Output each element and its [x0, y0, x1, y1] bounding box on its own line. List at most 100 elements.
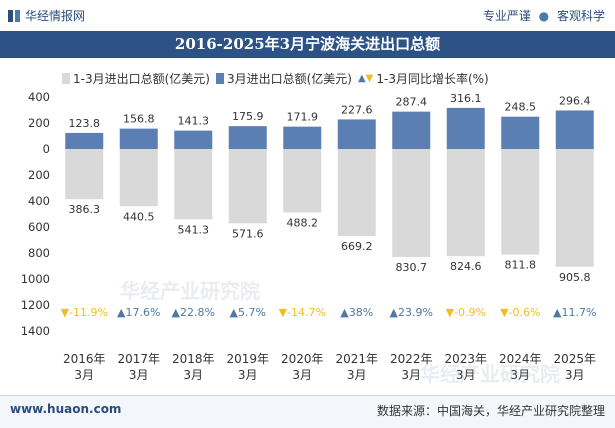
x-tick-label: 3月	[129, 368, 149, 382]
data-label-cumulative: 541.3	[178, 223, 210, 236]
x-tick-label: 2023年	[444, 352, 487, 366]
y-tick-label: 0	[43, 142, 50, 156]
tagline: 专业严谨 ● 客观科学	[483, 7, 605, 24]
bar-monthly	[228, 126, 267, 149]
chart-legend: 1-3月进出口总额(亿美元) 3月进出口总额(亿美元) ▲ ▼ 1-3月同比增长…	[62, 70, 495, 87]
bar-monthly	[119, 128, 158, 149]
growth-label: ▲17.6%	[117, 306, 160, 319]
footer-site: www.huaon.com	[10, 402, 122, 416]
data-label-monthly: 316.1	[450, 92, 482, 105]
footer: www.huaon.com 数据来源：中国海关，华经产业研究院整理	[0, 395, 615, 428]
bar-monthly	[555, 110, 594, 149]
y-tick-label: 1200	[21, 298, 50, 312]
legend-label-growth: 1-3月同比增长率(%)	[376, 72, 489, 86]
x-tick-label: 2024年	[499, 352, 542, 366]
bar-cumulative	[555, 149, 594, 267]
data-label-cumulative: 386.3	[69, 203, 101, 216]
growth-label: ▼-11.9%	[61, 306, 108, 319]
x-tick-label: 3月	[292, 368, 312, 382]
x-tick-label: 2021年	[335, 352, 378, 366]
brand-name: 华经情报网	[25, 9, 86, 23]
chart-plot-area: 400 200 0 200 400 600 800 1000 1200 1400 386.3 123.…	[21, 90, 597, 382]
x-tick-label: 2017年	[117, 352, 160, 366]
y-tick-label: 1400	[21, 324, 50, 338]
data-label-cumulative: 440.5	[123, 210, 155, 223]
y-tick-label: 400	[28, 194, 50, 208]
brand: 华经情报网	[8, 7, 85, 24]
legend-item-cumulative: 1-3月进出口总额(亿美元)	[62, 70, 210, 87]
data-label-monthly: 175.9	[232, 110, 264, 123]
x-tick-label: 2025年	[553, 352, 596, 366]
data-label-cumulative: 905.8	[559, 271, 591, 284]
bar-monthly	[501, 116, 540, 149]
chart-title: 2016-2025年3月宁波海关进出口总额	[0, 31, 615, 58]
x-tick-label: 3月	[510, 368, 530, 382]
y-tick-label: 600	[28, 220, 50, 234]
bar-cumulative	[174, 149, 213, 220]
bar-monthly	[174, 130, 213, 149]
data-label-monthly: 123.8	[69, 117, 101, 130]
growth-label: ▼-0.9%	[446, 306, 486, 319]
data-label-monthly: 227.6	[341, 103, 373, 116]
x-tick-label: 3月	[347, 368, 367, 382]
bar-monthly	[283, 126, 322, 149]
legend-item-monthly: 3月进出口总额(亿美元)	[215, 70, 352, 87]
bar-cumulative	[501, 149, 540, 255]
data-label-cumulative: 488.2	[287, 216, 319, 229]
x-tick-label: 2022年	[390, 352, 433, 366]
legend-swatch-monthly	[215, 73, 224, 84]
y-tick-label: 1000	[21, 272, 50, 286]
tagline-left: 专业严谨	[482, 9, 531, 23]
legend-label-monthly: 3月进出口总额(亿美元)	[226, 72, 352, 86]
data-label-cumulative: 669.2	[341, 240, 373, 253]
growth-label: ▼-0.6%	[500, 306, 540, 319]
growth-label: ▲22.8%	[172, 306, 215, 319]
growth-label: ▲5.7%	[230, 306, 266, 319]
x-tick-label: 3月	[565, 368, 585, 382]
bar-monthly	[392, 111, 431, 149]
x-tick-label: 3月	[456, 368, 476, 382]
top-bar: 华经情报网 专业严谨 ● 客观科学	[0, 0, 615, 30]
bar-monthly	[337, 119, 376, 149]
data-label-cumulative: 824.6	[450, 260, 482, 273]
bar-cumulative	[337, 149, 376, 236]
bar-cumulative	[119, 149, 158, 207]
footer-source: 数据来源：中国海关，华经产业研究院整理	[376, 404, 605, 418]
tagline-right: 客观科学	[556, 9, 605, 23]
data-label-monthly: 287.4	[396, 96, 428, 109]
x-tick-label: 2016年	[63, 352, 106, 366]
bar-monthly	[65, 132, 104, 149]
x-tick-label: 2020年	[281, 352, 324, 366]
growth-label: ▲38%	[340, 306, 373, 319]
legend-label-cumulative: 1-3月进出口总额(亿美元)	[73, 72, 210, 86]
y-tick-label: 400	[28, 90, 50, 104]
bar-cumulative	[228, 149, 267, 224]
legend-item-growth: ▲ ▼ 1-3月同比增长率(%)	[358, 70, 489, 87]
x-tick-label: 3月	[183, 368, 203, 382]
x-tick-label: 3月	[238, 368, 258, 382]
data-label-cumulative: 811.8	[505, 259, 537, 272]
y-tick-label: 800	[28, 246, 50, 260]
bar-cumulative	[392, 149, 431, 257]
y-tick-label: 200	[28, 116, 50, 130]
bar-monthly	[446, 107, 485, 149]
x-tick-label: 2019年	[226, 352, 269, 366]
growth-label: ▼-14.7%	[279, 306, 326, 319]
x-tick-label: 3月	[74, 368, 94, 382]
brand-logo-icon	[8, 9, 20, 22]
data-label-monthly: 248.5	[505, 101, 537, 114]
legend-swatch-cumulative	[62, 73, 70, 84]
data-label-monthly: 171.9	[287, 111, 319, 124]
data-label-cumulative: 571.6	[232, 227, 264, 240]
x-tick-label: 2018年	[172, 352, 215, 366]
tagline-separator: ●	[538, 9, 550, 23]
data-label-monthly: 296.4	[559, 94, 591, 107]
bar-cumulative	[65, 149, 104, 200]
x-tick-label: 3月	[401, 368, 421, 382]
data-label-cumulative: 830.7	[396, 261, 428, 274]
data-label-monthly: 141.3	[178, 115, 210, 128]
y-tick-label: 200	[28, 168, 50, 182]
legend-growth-triangles-icon: ▲ ▼	[357, 73, 374, 84]
data-label-monthly: 156.8	[123, 113, 155, 126]
growth-label: ▲11.7%	[553, 306, 596, 319]
